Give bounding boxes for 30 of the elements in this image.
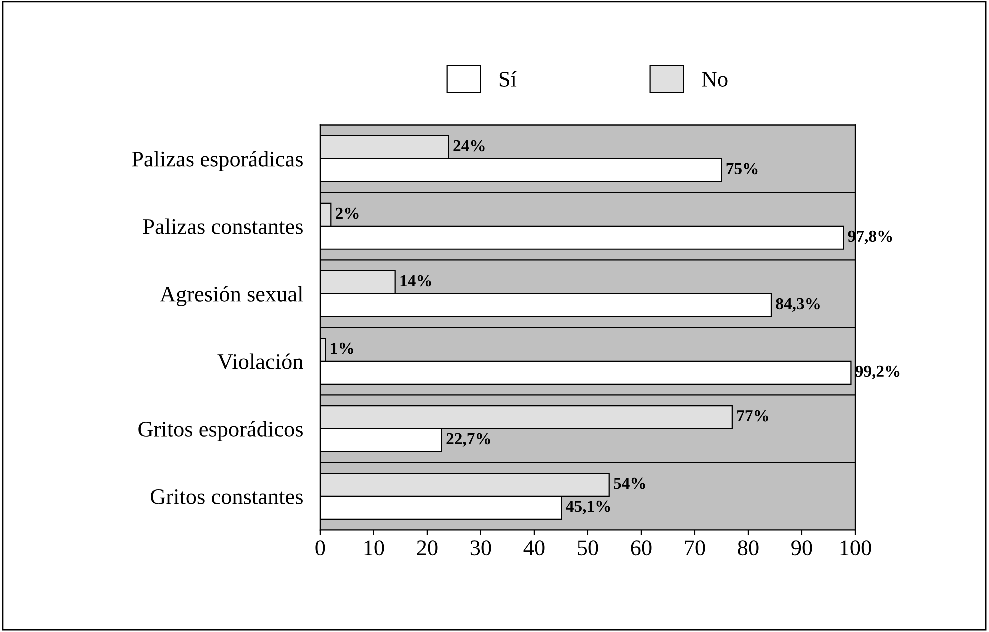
- data-label: 45,1%: [566, 500, 610, 515]
- x-tick-label: 90: [792, 540, 812, 556]
- y-tick-label: Gritos constantes: [151, 489, 303, 504]
- x-tick-label: 100: [840, 540, 872, 556]
- data-label: 99,2%: [856, 366, 900, 380]
- data-label: 14%: [400, 275, 432, 287]
- data-label: 22,7%: [446, 433, 490, 448]
- data-label: 24%: [454, 140, 485, 152]
- x-tick-label: 40: [524, 540, 545, 556]
- x-tick-label: 0: [316, 540, 326, 556]
- y-tick-label: Palizas constantes: [143, 218, 303, 234]
- x-tick-label: 20: [417, 540, 438, 556]
- legend-label: Sí: [500, 71, 517, 87]
- x-tick-label: 50: [578, 540, 598, 556]
- data-label: 54%: [614, 478, 646, 490]
- data-label: 1%: [331, 342, 354, 354]
- x-tick-label: 80: [738, 540, 759, 556]
- data-label: 2%: [336, 208, 359, 220]
- x-tick-label: 60: [631, 540, 652, 556]
- x-tick-label: 10: [364, 540, 384, 556]
- y-tick-label: Palizas esporádicas: [132, 151, 303, 172]
- data-label: 77%: [738, 410, 768, 422]
- x-tick-label: 30: [470, 540, 492, 556]
- y-tick-label: Gritos esporádicos: [138, 421, 303, 442]
- data-label: 84,3%: [776, 298, 820, 312]
- y-tick-label: Violación: [218, 354, 304, 370]
- x-tick-label: 70: [685, 540, 706, 556]
- legend-label: No: [702, 72, 728, 87]
- data-label: 75%: [726, 163, 758, 175]
- y-tick-label: Agresión sexual: [160, 286, 304, 306]
